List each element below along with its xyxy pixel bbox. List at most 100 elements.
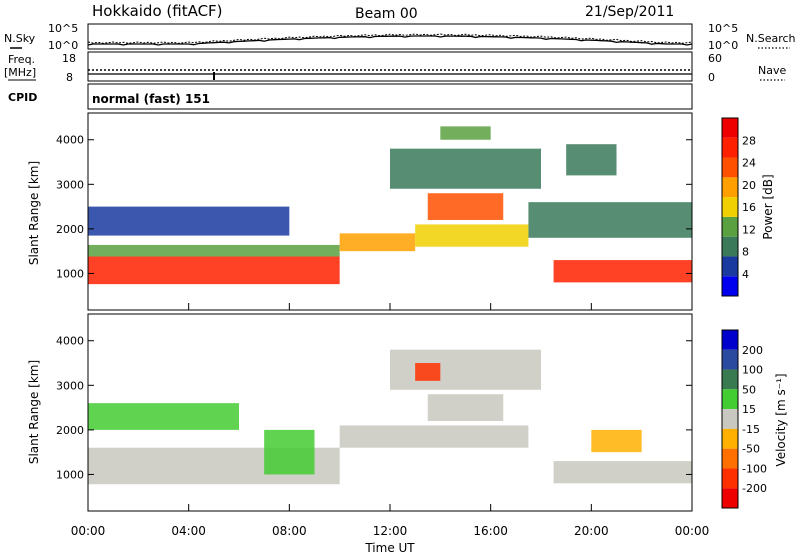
colorbar-segment [722, 137, 738, 158]
velocity-colorbar: 200 100 50 15 -15 -50 -100 -200 Velocity [m s⁻¹… [721, 329, 788, 509]
colorbar-tick-label: 24 [742, 157, 756, 170]
data-band [390, 148, 541, 189]
colorbar-tick-label: 200 [742, 344, 763, 357]
colorbar-segment [722, 330, 738, 350]
colorbar-segment [722, 389, 738, 410]
data-band [88, 206, 290, 236]
y-tick-label: 3000 [56, 178, 84, 191]
colorbar-tick-label: 4 [742, 268, 749, 281]
y-tick-label: 2000 [56, 223, 84, 236]
data-band [553, 260, 692, 283]
data-band [415, 363, 441, 381]
data-band [339, 233, 416, 252]
data-band [591, 429, 642, 453]
freq-unit-label: [MHz] [4, 66, 36, 79]
freq-tick-bottom: 8 [66, 71, 73, 84]
nave-label: Nave [758, 64, 786, 77]
colorbar-segment [722, 349, 738, 370]
data-band [88, 403, 239, 430]
colorbar-tick-label: 100 [742, 364, 763, 377]
colorbar-segment [722, 256, 738, 277]
x-tick-label: 00:00 [675, 524, 710, 538]
y-tick-label: 1000 [56, 468, 84, 481]
velocity-panel: 1000 2000 3000 4000 00:00 04:00 08:00 12:00 16:… [27, 303, 709, 554]
colorbar-segment [722, 448, 738, 469]
colorbar-segment [722, 276, 738, 296]
colorbar-segment [722, 177, 738, 198]
noise-search-line [87, 33, 693, 44]
power-colorbar-segments [722, 118, 738, 296]
data-band [88, 256, 340, 285]
colorbar-tick-label: -100 [742, 462, 767, 475]
y-tick-label: 1000 [56, 267, 84, 280]
power-ylabel: Slant Range [km] [27, 161, 41, 265]
y-tick-label: 4000 [56, 134, 84, 147]
colorbar-tick-label: 12 [742, 223, 756, 236]
beam-label: Beam 00 [355, 6, 418, 22]
colorbar-segment [722, 216, 738, 237]
velocity-colorbar-ticks: 200 100 50 15 -15 -50 -100 -200 [742, 344, 767, 495]
data-band [264, 429, 315, 475]
data-band [390, 349, 541, 390]
data-band [415, 224, 529, 247]
colorbar-segment [722, 157, 738, 178]
velocity-colorbar-label: Velocity [m s⁻¹] [774, 373, 788, 466]
colorbar-segment [722, 488, 738, 508]
data-band [427, 394, 504, 421]
data-band [566, 144, 617, 176]
colorbar-tick-label: -200 [742, 482, 767, 495]
data-band [88, 244, 340, 257]
power-y-ticks: 1000 2000 3000 4000 [56, 134, 692, 280]
x-tick-label: 12:00 [373, 524, 408, 538]
colorbar-segment [722, 369, 738, 390]
noise-right-tick-top: 10^5 [708, 22, 738, 35]
power-colorbar-ticks: 4 8 12 16 20 24 28 [742, 134, 756, 281]
data-band [440, 126, 491, 140]
colorbar-tick-label: 28 [742, 134, 756, 147]
cpid-panel-frame [87, 83, 693, 110]
power-colorbar: 4 8 12 16 20 24 28 Power [dB] [721, 117, 775, 297]
velocity-bands [88, 349, 692, 485]
colorbar-segment [722, 428, 738, 449]
power-colorbar-frame [721, 117, 739, 297]
y-tick-label: 3000 [56, 379, 84, 392]
noise-sky-label: N.Sky [4, 32, 36, 45]
colorbar-tick-label: 20 [742, 179, 756, 192]
colorbar-tick-label: 50 [742, 383, 756, 396]
nave-tick-top: 60 [708, 52, 722, 65]
colorbar-segment [722, 409, 738, 429]
velocity-xlabel: Time UT [364, 541, 415, 554]
x-tick-label: 20:00 [574, 524, 609, 538]
nave-tick-bottom: 0 [708, 71, 715, 84]
data-band [528, 202, 692, 238]
x-tick-label: 16:00 [473, 524, 508, 538]
velocity-colorbar-frame [721, 329, 739, 509]
freq-panel-frame [87, 51, 693, 82]
noise-right-tick-bottom: 10^0 [708, 39, 738, 52]
velocity-colorbar-segments [722, 330, 738, 508]
cpid-value: normal (fast) 151 [92, 92, 210, 106]
data-band [427, 193, 504, 220]
noise-panel-frame [87, 23, 693, 50]
power-bands [88, 126, 692, 285]
power-panel: 1000 2000 3000 4000 Slant Range [km] [27, 112, 693, 311]
colorbar-tick-label: -50 [742, 443, 760, 456]
freq-tick-top: 18 [62, 52, 76, 65]
x-tick-label: 08:00 [272, 524, 307, 538]
x-tick-label: 00:00 [71, 524, 106, 538]
velocity-x-ticks: 00:00 04:00 08:00 12:00 16:00 20:00 00:00 [71, 303, 710, 538]
noise-sky-line [87, 35, 693, 46]
data-band [339, 425, 529, 448]
colorbar-segment [722, 236, 738, 257]
freq-label: Freq. [8, 53, 35, 66]
colorbar-tick-label: -15 [742, 423, 760, 436]
y-tick-label: 4000 [56, 335, 84, 348]
colorbar-segment [722, 468, 738, 489]
velocity-ylabel: Slant Range [km] [27, 360, 41, 464]
colorbar-segment [722, 118, 738, 138]
noise-search-label: N.Search [746, 32, 796, 45]
colorbar-segment [722, 197, 738, 217]
y-tick-label: 2000 [56, 424, 84, 437]
noise-left-tick-top: 10^5 [48, 22, 78, 35]
